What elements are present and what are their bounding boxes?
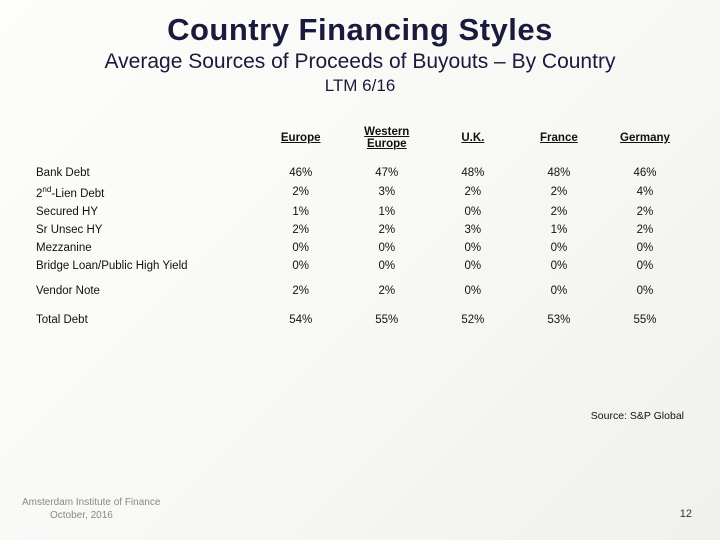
financing-table: Europe Western Europe U.K. France German… xyxy=(36,122,688,329)
table-row: Total Debt54%55%52%53%55% xyxy=(36,300,688,329)
data-table-container: Europe Western Europe U.K. France German… xyxy=(36,122,688,329)
data-cell: 0% xyxy=(516,239,602,257)
data-cell: 2% xyxy=(258,221,344,239)
slide-title: Country Financing Styles xyxy=(0,0,720,48)
data-cell: 2% xyxy=(602,203,688,221)
column-header: Germany xyxy=(602,122,688,164)
data-cell: 2% xyxy=(602,221,688,239)
table-header-row: Europe Western Europe U.K. France German… xyxy=(36,122,688,164)
table-row: 2nd-Lien Debt2%3%2%2%4% xyxy=(36,182,688,203)
data-cell: 0% xyxy=(430,239,516,257)
data-cell: 46% xyxy=(258,164,344,182)
row-label: Secured HY xyxy=(36,203,258,221)
row-label: Total Debt xyxy=(36,300,258,329)
row-label: Sr Unsec HY xyxy=(36,221,258,239)
data-cell: 1% xyxy=(258,203,344,221)
data-cell: 2% xyxy=(344,221,430,239)
data-cell: 52% xyxy=(430,300,516,329)
data-cell: 0% xyxy=(516,275,602,300)
data-cell: 1% xyxy=(344,203,430,221)
slide-subtitle: Average Sources of Proceeds of Buyouts –… xyxy=(0,50,720,74)
data-cell: 2% xyxy=(516,182,602,203)
row-label: 2nd-Lien Debt xyxy=(36,182,258,203)
row-label: Bank Debt xyxy=(36,164,258,182)
footer-institution: Amsterdam Institute of Finance October, … xyxy=(22,496,160,522)
table-row: Bridge Loan/Public High Yield0%0%0%0%0% xyxy=(36,257,688,275)
data-cell: 48% xyxy=(516,164,602,182)
column-header: Europe xyxy=(258,122,344,164)
table-row: Sr Unsec HY2%2%3%1%2% xyxy=(36,221,688,239)
data-cell: 48% xyxy=(430,164,516,182)
data-cell: 0% xyxy=(430,275,516,300)
table-row: Secured HY1%1%0%2%2% xyxy=(36,203,688,221)
data-cell: 46% xyxy=(602,164,688,182)
table-row: Mezzanine0%0%0%0%0% xyxy=(36,239,688,257)
data-cell: 55% xyxy=(344,300,430,329)
page-number: 12 xyxy=(680,508,692,520)
data-cell: 0% xyxy=(344,239,430,257)
data-cell: 1% xyxy=(516,221,602,239)
data-cell: 53% xyxy=(516,300,602,329)
data-cell: 0% xyxy=(258,257,344,275)
data-cell: 55% xyxy=(602,300,688,329)
data-cell: 2% xyxy=(430,182,516,203)
source-attribution: Source: S&P Global xyxy=(591,410,684,422)
data-cell: 0% xyxy=(602,239,688,257)
data-cell: 2% xyxy=(258,182,344,203)
table-row: Vendor Note2%2%0%0%0% xyxy=(36,275,688,300)
data-cell: 0% xyxy=(258,239,344,257)
data-cell: 3% xyxy=(430,221,516,239)
data-cell: 0% xyxy=(344,257,430,275)
data-cell: 4% xyxy=(602,182,688,203)
slide-period: LTM 6/16 xyxy=(0,76,720,96)
table-body: Bank Debt46%47%48%48%46%2nd-Lien Debt2%3… xyxy=(36,164,688,329)
data-cell: 0% xyxy=(602,275,688,300)
column-header: U.K. xyxy=(430,122,516,164)
data-cell: 47% xyxy=(344,164,430,182)
data-cell: 0% xyxy=(430,203,516,221)
row-label: Mezzanine xyxy=(36,239,258,257)
data-cell: 2% xyxy=(516,203,602,221)
data-cell: 0% xyxy=(516,257,602,275)
data-cell: 0% xyxy=(430,257,516,275)
data-cell: 2% xyxy=(258,275,344,300)
footer-institution-name: Amsterdam Institute of Finance xyxy=(22,496,160,509)
table-row: Bank Debt46%47%48%48%46% xyxy=(36,164,688,182)
data-cell: 3% xyxy=(344,182,430,203)
column-header: Western Europe xyxy=(344,122,430,164)
data-cell: 2% xyxy=(344,275,430,300)
row-label: Vendor Note xyxy=(36,275,258,300)
header-blank xyxy=(36,122,258,164)
data-cell: 54% xyxy=(258,300,344,329)
column-header: France xyxy=(516,122,602,164)
row-label: Bridge Loan/Public High Yield xyxy=(36,257,258,275)
footer-date: October, 2016 xyxy=(22,509,160,522)
data-cell: 0% xyxy=(602,257,688,275)
